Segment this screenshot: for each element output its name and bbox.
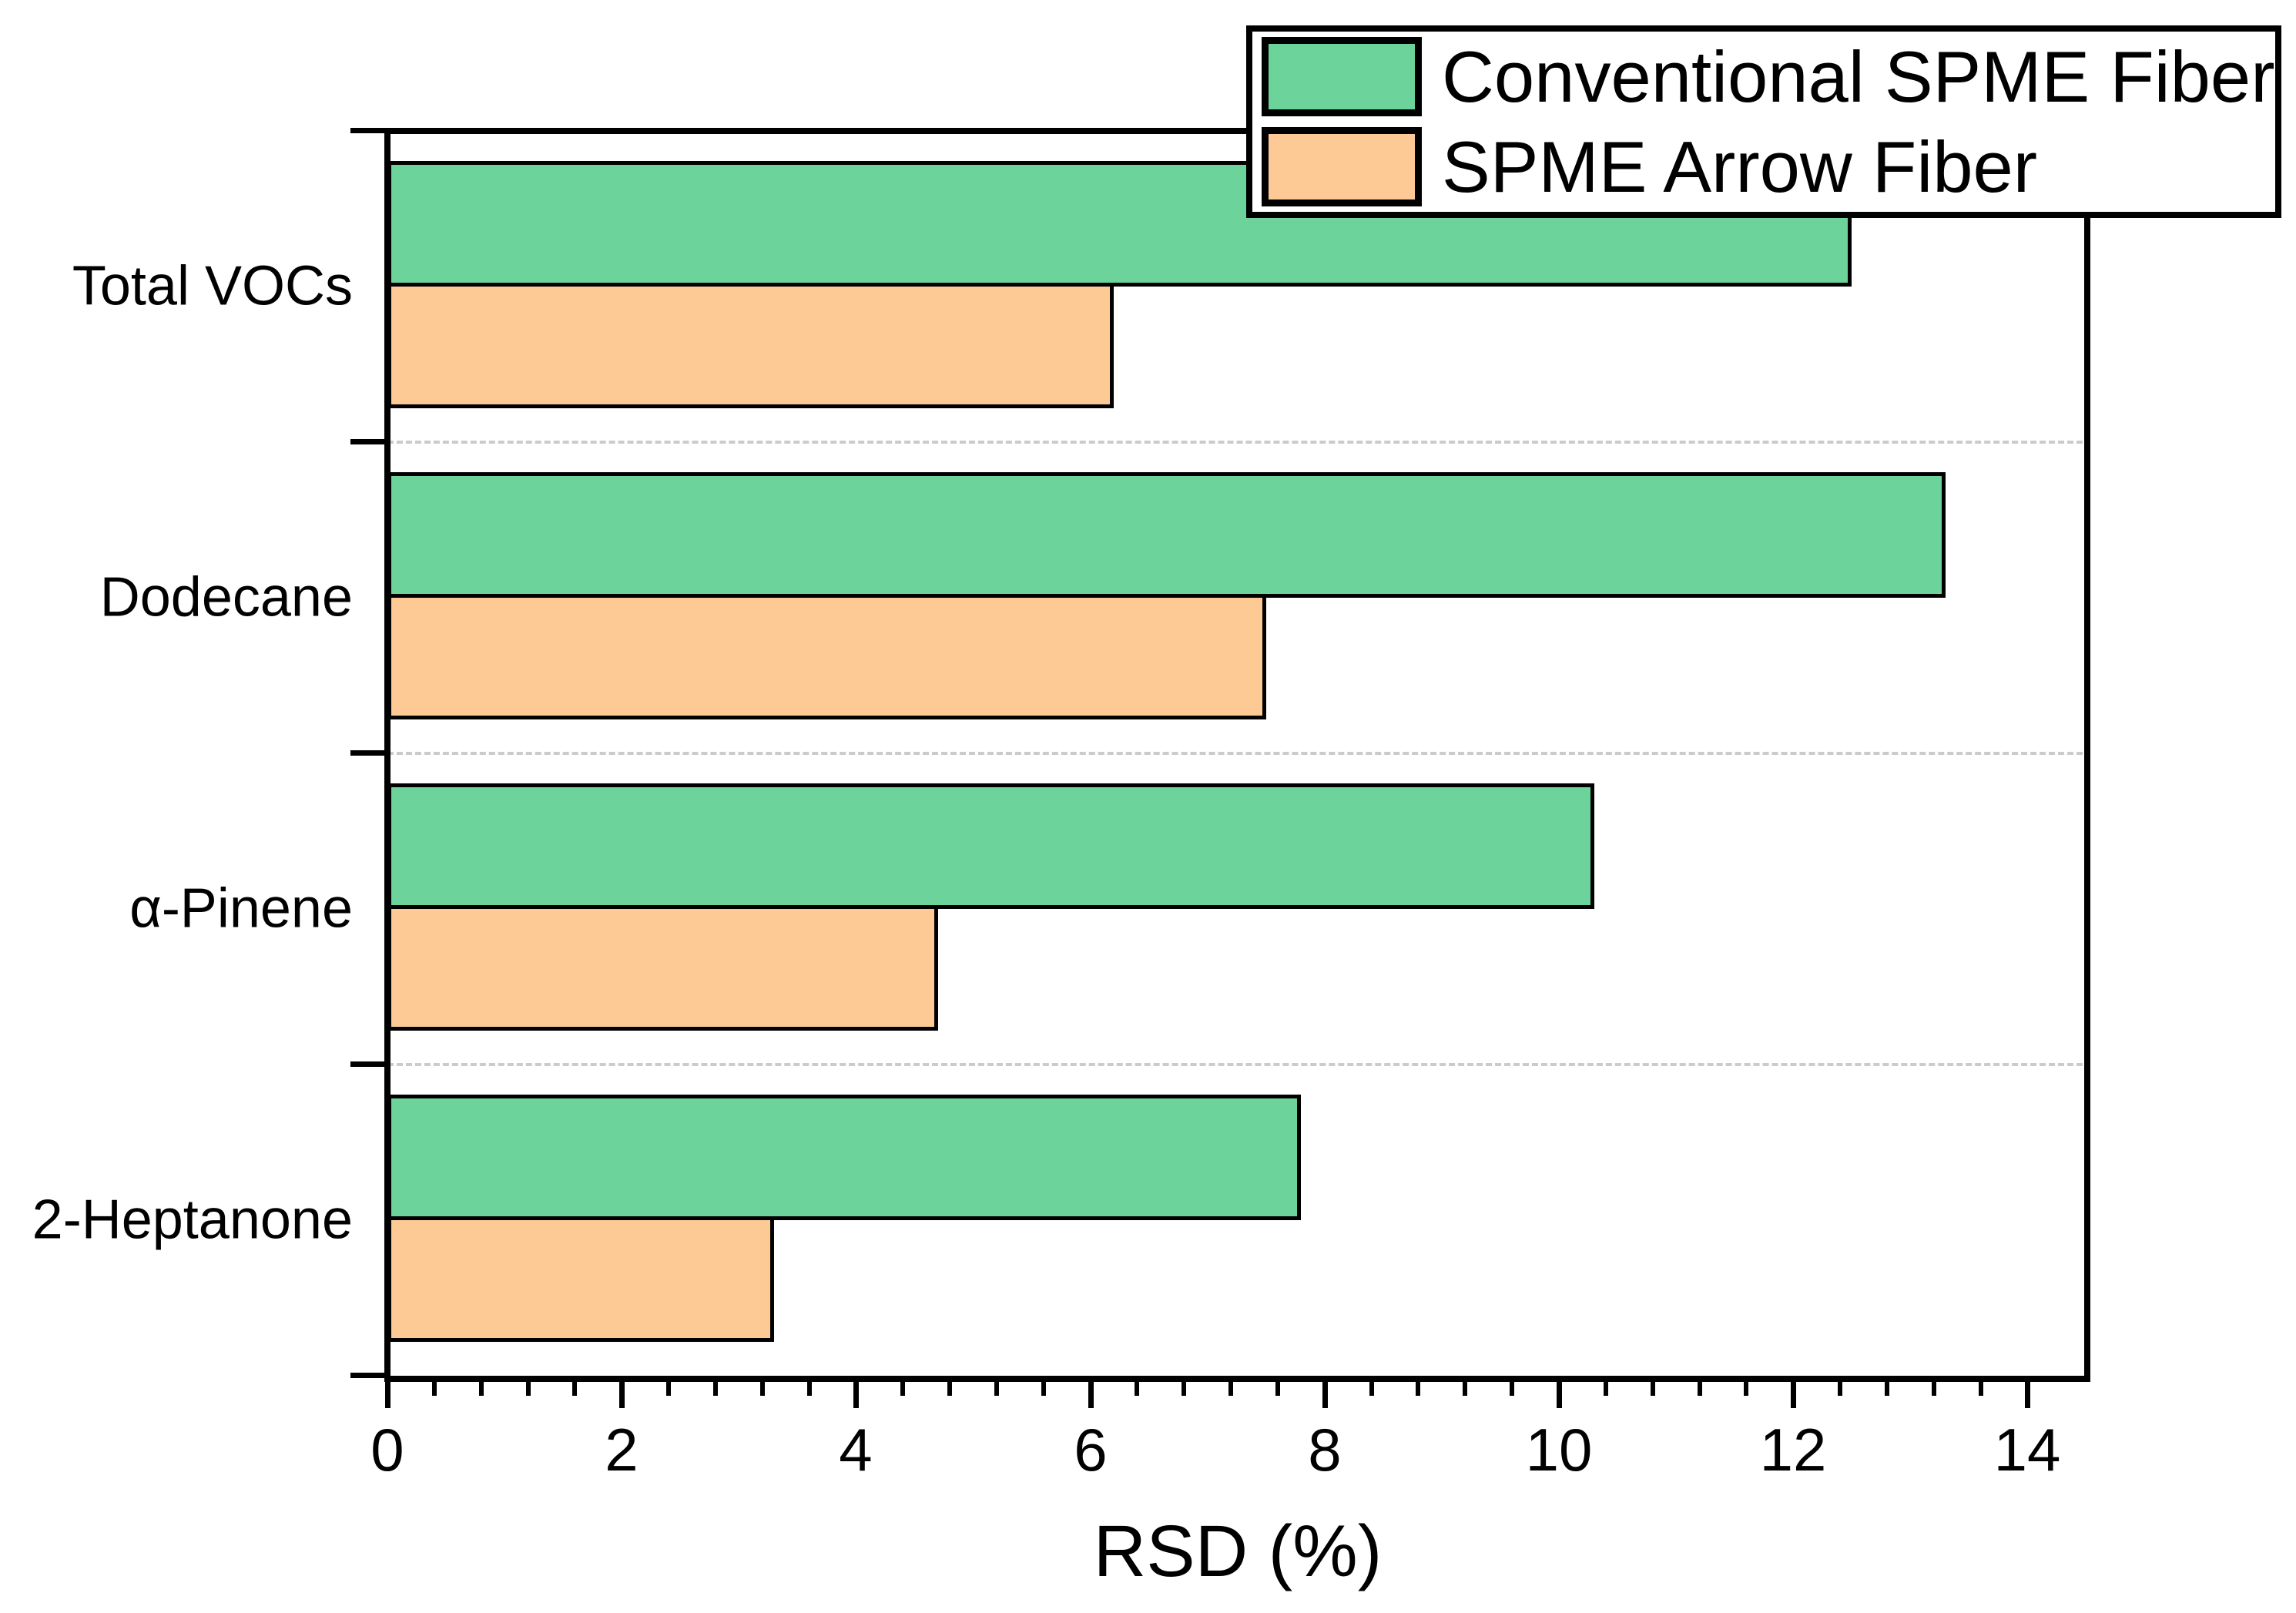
y-axis-tick [350,1061,387,1067]
x-axis-minor-tick [1275,1376,1280,1396]
y-axis-tick [350,128,387,133]
x-axis-major-tick [619,1376,625,1408]
x-tick-label: 4 [839,1416,873,1484]
x-axis-major-tick [1791,1376,1796,1408]
x-axis-minor-tick [1369,1376,1374,1396]
y-axis-tick [350,1373,387,1378]
x-axis-minor-tick [666,1376,671,1396]
x-axis-major-tick [1322,1376,1328,1408]
category-label: 2-Heptanone [32,1189,353,1251]
gridline [387,441,2083,444]
x-axis-major-tick [1088,1376,1094,1408]
bar-arrow [387,1216,774,1342]
x-axis-minor-tick [432,1376,437,1396]
bar-conventional [387,472,1946,598]
x-axis-minor-tick [807,1376,812,1396]
x-axis-major-tick [1557,1376,1562,1408]
category-label: α-Pinene [129,877,353,940]
legend: Conventional SPME Fiber SPME Arrow Fiber [1246,25,2281,218]
x-tick-label: 8 [1308,1416,1342,1484]
x-axis-minor-tick [1744,1376,1748,1396]
x-axis-minor-tick [572,1376,577,1396]
x-axis-title: RSD (%) [1093,1511,1383,1592]
category-label: Dodecane [99,566,353,629]
x-tick-label: 6 [1074,1416,1108,1484]
x-axis-minor-tick [1932,1376,1936,1396]
x-axis-minor-tick [1416,1376,1420,1396]
x-axis-minor-tick [1228,1376,1233,1396]
x-axis-minor-tick [1135,1376,1139,1396]
x-tick-label: 14 [1993,1416,2061,1484]
x-axis-minor-tick [1510,1376,1514,1396]
x-axis-minor-tick [526,1376,531,1396]
x-axis-minor-tick [994,1376,999,1396]
gridline [387,752,2083,755]
x-axis-minor-tick [1979,1376,1983,1396]
bar-conventional [387,783,1594,909]
bar-conventional [387,1095,1301,1220]
bar-arrow [387,283,1114,408]
x-axis-minor-tick [1182,1376,1186,1396]
bar-arrow [387,594,1266,719]
x-tick-label: 0 [370,1416,404,1484]
legend-swatch-conventional-icon [1262,37,1422,116]
x-axis-minor-tick [947,1376,952,1396]
bar-arrow [387,905,938,1031]
x-axis-minor-tick [1463,1376,1467,1396]
x-tick-label: 12 [1759,1416,1827,1484]
x-axis-major-tick [385,1376,390,1408]
gridline [387,1063,2083,1066]
x-axis-minor-tick [1651,1376,1655,1396]
x-axis-major-tick [853,1376,859,1408]
x-axis-minor-tick [1885,1376,1889,1396]
x-axis-minor-tick [713,1376,718,1396]
y-axis-tick [350,439,387,444]
legend-label-arrow: SPME Arrow Fiber [1442,126,2038,207]
x-tick-label: 10 [1525,1416,1593,1484]
legend-label-conventional: Conventional SPME Fiber [1442,35,2275,117]
x-axis-minor-tick [1698,1376,1702,1396]
x-axis-minor-tick [900,1376,905,1396]
x-axis-major-tick [2025,1376,2030,1408]
y-axis-tick [350,750,387,756]
x-axis-minor-tick [760,1376,765,1396]
x-axis-minor-tick [1604,1376,1608,1396]
x-axis-minor-tick [1041,1376,1046,1396]
x-tick-label: 2 [605,1416,639,1484]
legend-item-conventional-spme-fiber: Conventional SPME Fiber [1262,35,2275,118]
legend-item-spme-arrow-fiber: SPME Arrow Fiber [1262,126,2275,208]
legend-swatch-arrow-icon [1262,127,1422,206]
category-label: Total VOCs [72,255,353,317]
x-axis-minor-tick [1838,1376,1842,1396]
x-axis-minor-tick [479,1376,484,1396]
